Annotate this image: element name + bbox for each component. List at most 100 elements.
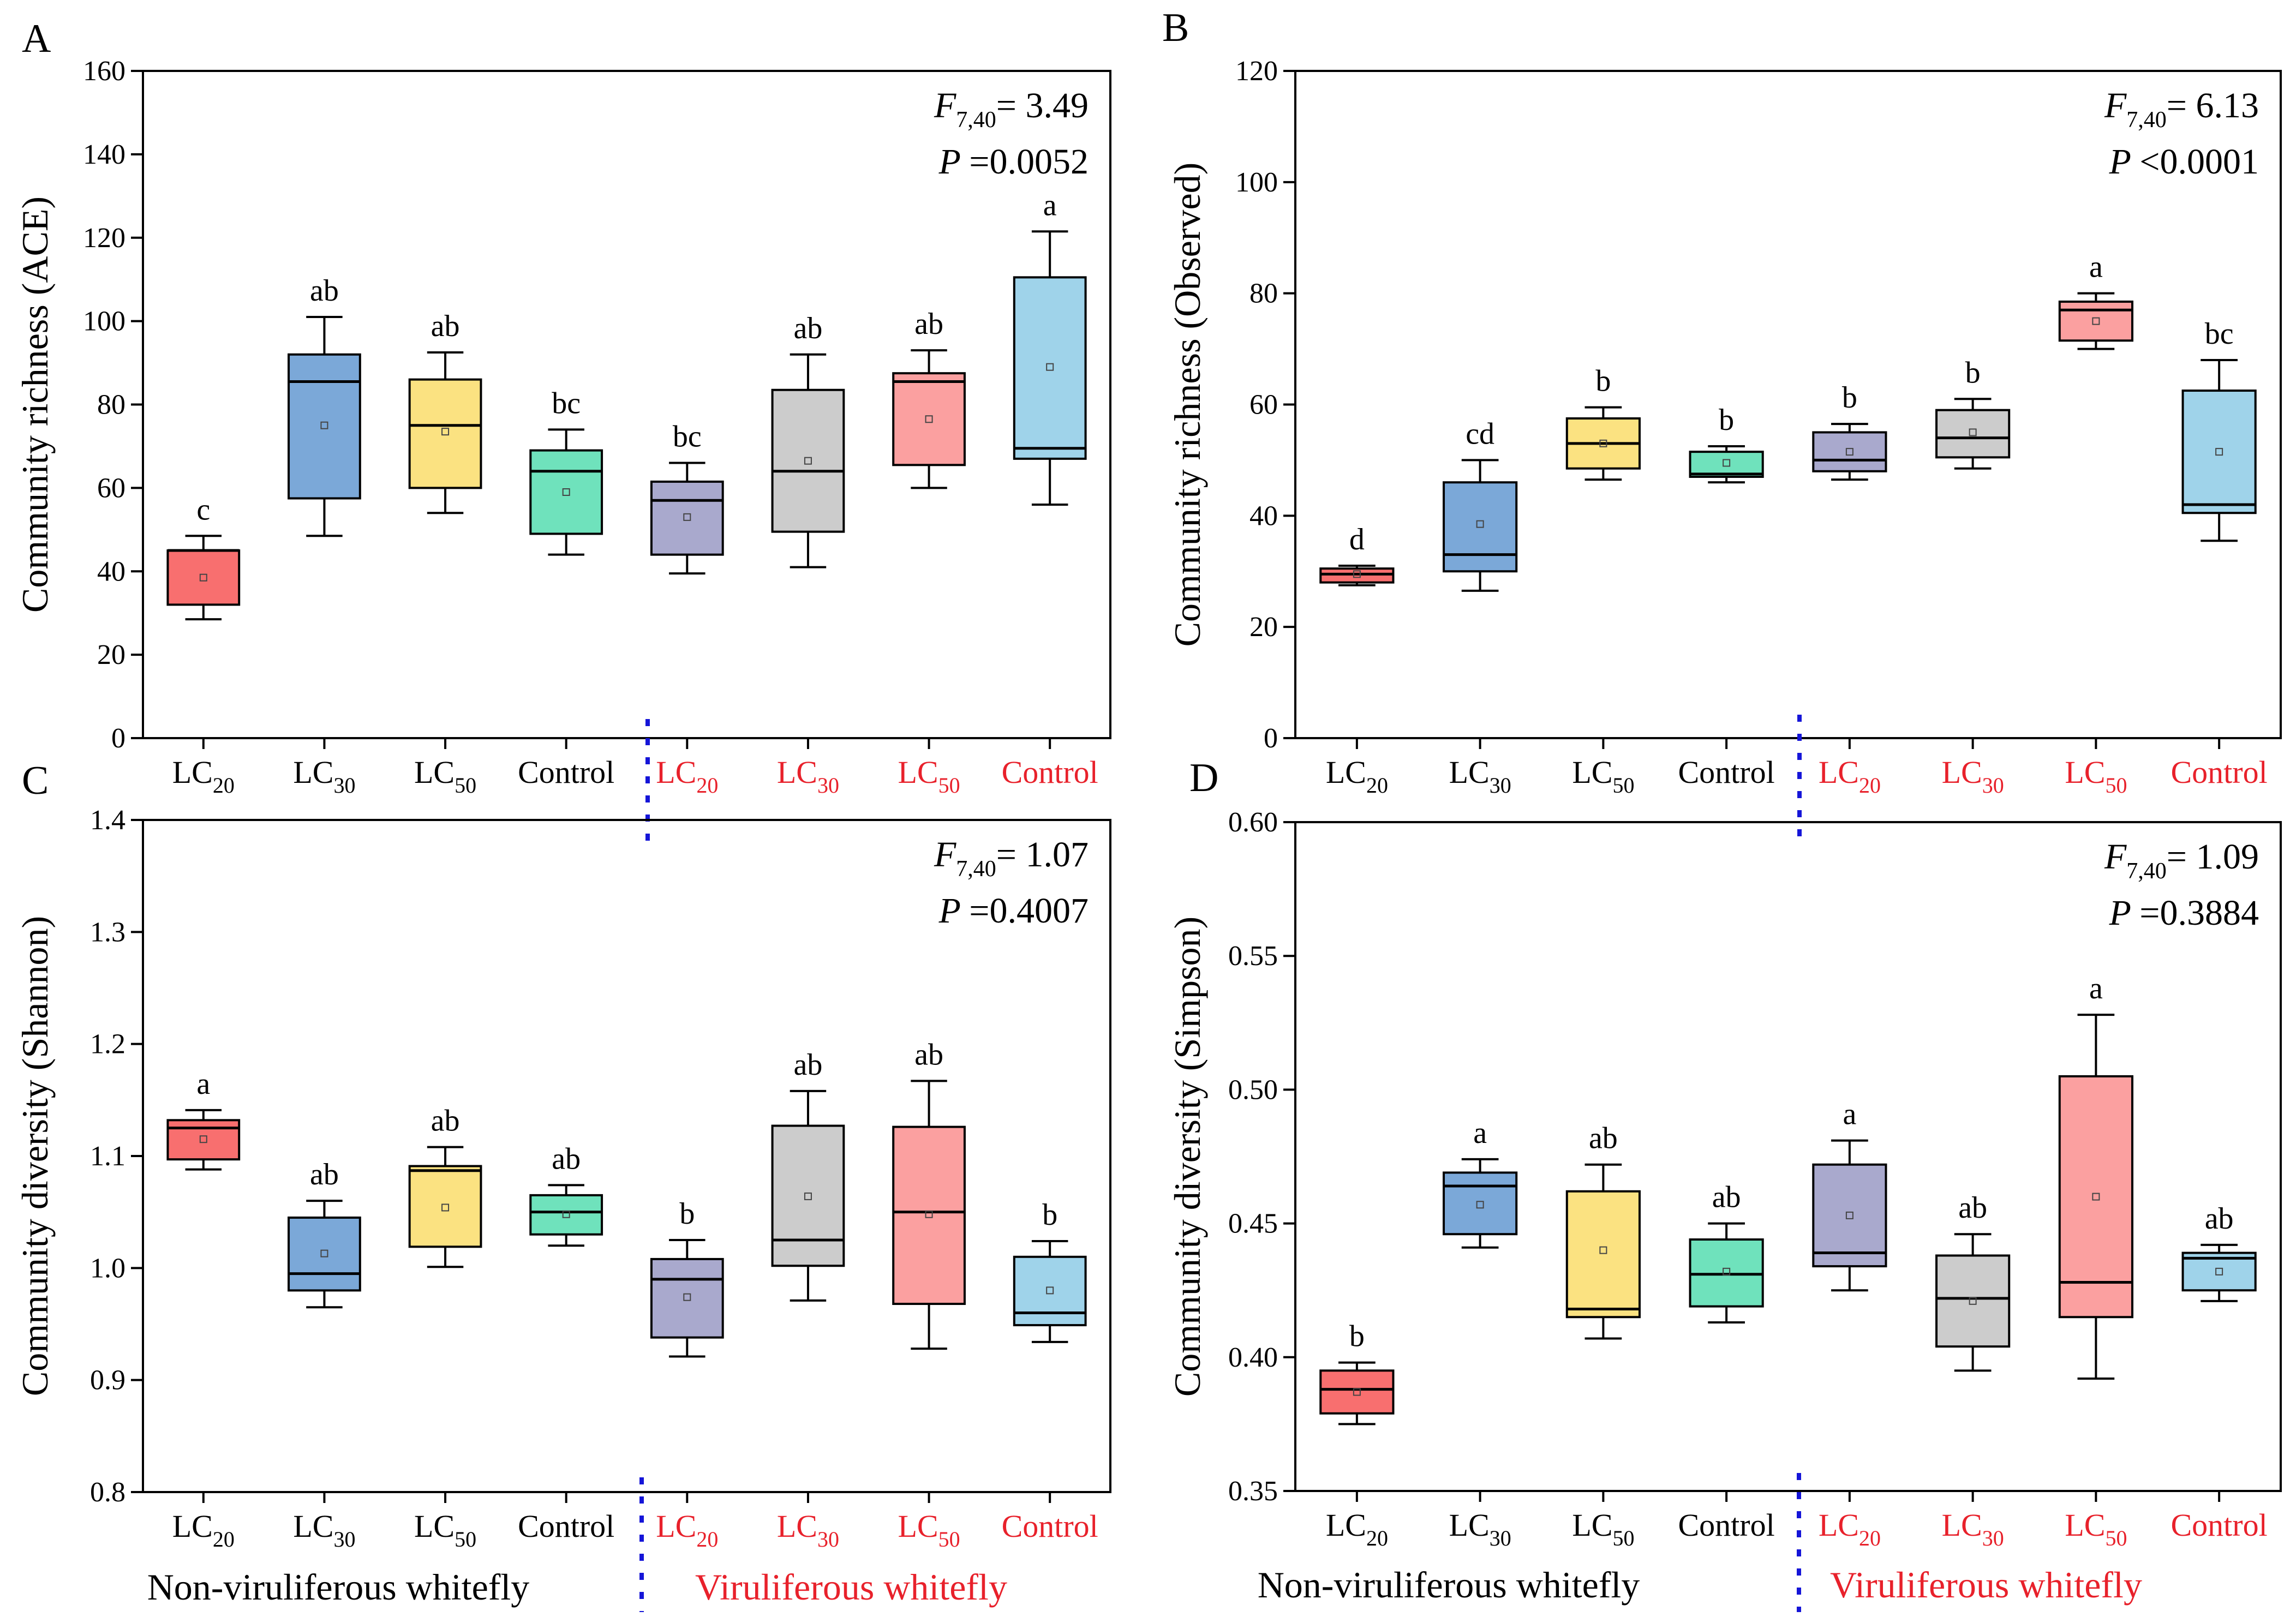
x-tick-label: LC50 bbox=[2065, 754, 2127, 798]
x-tick-label: LC50 bbox=[1572, 754, 1634, 798]
y-tick-label: 40 bbox=[1249, 500, 1278, 531]
y-tick-label: 100 bbox=[1235, 167, 1278, 198]
box-4: ab Control bbox=[1678, 1181, 1775, 1543]
box-iqr bbox=[529, 1194, 603, 1236]
box-iqr bbox=[288, 1216, 361, 1292]
panel-C: C Community diversity (Shannon) 0.8 0.9 1.0 1… bbox=[14, 758, 1111, 1612]
y-tick-label: 100 bbox=[83, 306, 125, 337]
y-tick-label: 20 bbox=[1249, 612, 1278, 643]
box-iqr bbox=[892, 372, 966, 466]
box-7: a LC50 bbox=[2058, 250, 2133, 798]
significance-letter: ab bbox=[1589, 1122, 1618, 1155]
panel-letter: C bbox=[22, 758, 49, 803]
significance-letter: a bbox=[1843, 1098, 1856, 1131]
y-tick-label: 60 bbox=[1249, 390, 1278, 421]
significance-letter: b bbox=[1042, 1198, 1057, 1232]
group-label-left: Non-viruliferous whitefly bbox=[147, 1566, 530, 1608]
box-iqr bbox=[288, 353, 361, 500]
x-tick-label: LC30 bbox=[777, 1508, 839, 1552]
mean-marker bbox=[1845, 1211, 1853, 1219]
significance-letter: b bbox=[679, 1197, 695, 1231]
x-tick-label: Control bbox=[1002, 754, 1098, 790]
box-5: b LC20 bbox=[650, 1197, 724, 1552]
significance-letter: ab bbox=[2205, 1202, 2234, 1236]
box-iqr bbox=[650, 1257, 724, 1339]
box-iqr bbox=[1812, 1163, 1887, 1268]
y-tick-label: 1.3 bbox=[90, 917, 125, 948]
mean-marker bbox=[1723, 1267, 1731, 1275]
box-iqr bbox=[1935, 1254, 2011, 1348]
significance-letter: ab bbox=[431, 309, 460, 343]
mean-marker bbox=[1845, 448, 1853, 456]
significance-letter: ab bbox=[1958, 1191, 1987, 1225]
significance-letter: d bbox=[1349, 523, 1365, 556]
x-tick-label: LC50 bbox=[2065, 1507, 2127, 1550]
y-tick-label: 0.50 bbox=[1228, 1074, 1278, 1105]
mean-marker bbox=[2215, 448, 2223, 456]
box-8: b Control bbox=[1002, 1198, 1098, 1544]
box-iqr bbox=[1935, 409, 2011, 459]
significance-letter: bc bbox=[2205, 317, 2234, 351]
mean-marker bbox=[1599, 439, 1607, 447]
box-4: b Control bbox=[1678, 403, 1775, 790]
panel-letter: A bbox=[22, 16, 51, 61]
y-tick-label: 1.1 bbox=[90, 1141, 125, 1172]
y-tick-label: 0.9 bbox=[90, 1365, 125, 1396]
mean-marker bbox=[1599, 1246, 1607, 1254]
y-tick-label: 40 bbox=[97, 556, 125, 587]
f-statistic: F7,40= 3.49 bbox=[934, 86, 1089, 133]
significance-letter: b bbox=[1842, 381, 1857, 415]
box-iqr bbox=[892, 1125, 966, 1305]
x-tick-label: LC20 bbox=[656, 1508, 718, 1552]
mean-marker bbox=[804, 1192, 812, 1200]
box-1: a LC20 bbox=[166, 1067, 241, 1552]
significance-letter: a bbox=[2089, 972, 2103, 1005]
significance-letter: ab bbox=[794, 1048, 823, 1082]
box-iqr bbox=[771, 388, 845, 533]
box-iqr bbox=[1689, 451, 1764, 478]
mean-marker bbox=[1046, 363, 1054, 371]
x-tick-label: Control bbox=[2171, 754, 2268, 790]
box-5: b LC20 bbox=[1812, 381, 1887, 798]
significance-letter: ab bbox=[431, 1104, 460, 1138]
mean-marker bbox=[320, 1249, 328, 1257]
mean-marker bbox=[1353, 570, 1361, 578]
f-statistic: F7,40= 1.07 bbox=[934, 835, 1089, 882]
mean-marker bbox=[1723, 459, 1731, 467]
p-value: P =0.4007 bbox=[938, 891, 1089, 931]
y-tick-label: 1.4 bbox=[90, 805, 125, 836]
y-tick-label: 20 bbox=[97, 639, 125, 670]
y-tick-label: 140 bbox=[83, 139, 125, 170]
significance-letter: b bbox=[1719, 403, 1734, 437]
box-6: ab LC30 bbox=[1935, 1191, 2011, 1550]
y-axis-label: Community diversity (Simpson) bbox=[1167, 917, 1208, 1397]
y-tick-label: 0.40 bbox=[1228, 1342, 1278, 1373]
mean-marker bbox=[2215, 1267, 2223, 1275]
significance-letter: ab bbox=[1712, 1181, 1741, 1214]
x-tick-label: LC50 bbox=[1572, 1507, 1634, 1550]
box-iqr bbox=[771, 1124, 845, 1267]
significance-letter: ab bbox=[310, 1158, 339, 1191]
box-iqr bbox=[1443, 1171, 1518, 1236]
y-axis-label: Community richness (Observed) bbox=[1167, 163, 1208, 647]
mean-marker bbox=[1476, 520, 1484, 528]
mean-marker bbox=[1046, 1286, 1054, 1295]
panel-letter: B bbox=[1162, 5, 1189, 50]
box-6: ab LC30 bbox=[771, 1048, 845, 1552]
box-iqr bbox=[408, 1165, 482, 1248]
y-tick-label: 0 bbox=[1264, 723, 1278, 754]
significance-letter: b bbox=[1349, 1320, 1365, 1354]
panel-B: B Community richness (Observed) 0 20 40 60 80 1… bbox=[1162, 5, 2282, 848]
box-iqr bbox=[1565, 1190, 1641, 1319]
box-1: c LC20 bbox=[166, 493, 241, 798]
x-tick-label: LC50 bbox=[414, 754, 476, 798]
box-iqr bbox=[650, 480, 724, 556]
y-tick-label: 60 bbox=[97, 472, 125, 504]
y-tick-label: 80 bbox=[1249, 278, 1278, 309]
significance-letter: ab bbox=[914, 307, 943, 341]
x-tick-label: Control bbox=[518, 754, 614, 790]
significance-letter: ab bbox=[914, 1038, 943, 1071]
significance-letter: c bbox=[196, 493, 210, 526]
mean-marker bbox=[562, 488, 570, 496]
x-tick-label: LC20 bbox=[1326, 754, 1388, 798]
